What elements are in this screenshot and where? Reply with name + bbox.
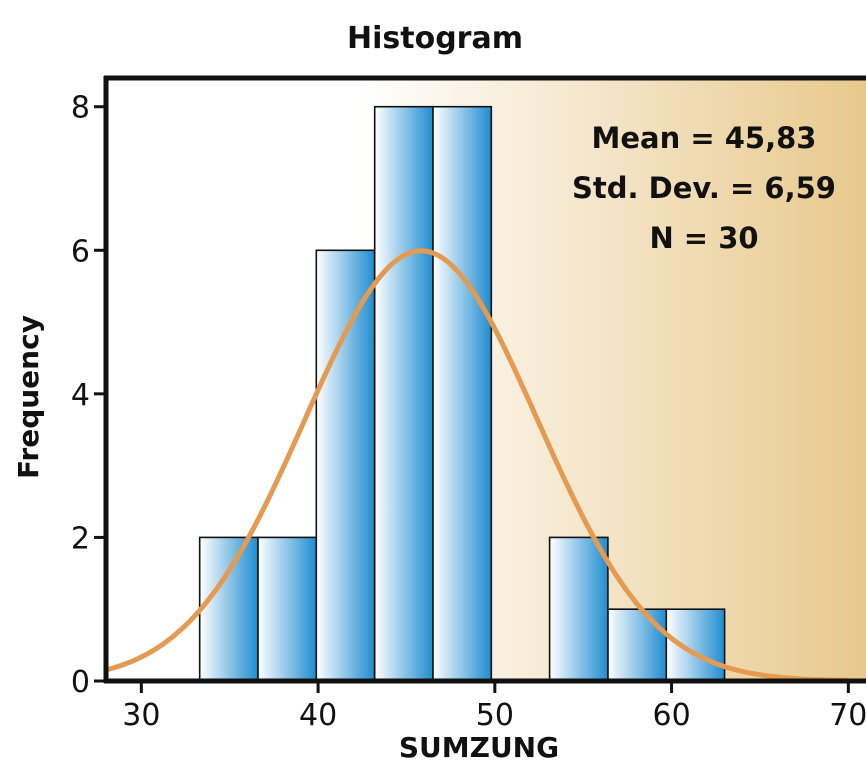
y-tick-label: 6 — [71, 234, 90, 269]
histogram-bar — [315, 249, 376, 682]
y-axis-ticks: 0 2 4 6 8 — [71, 91, 106, 700]
y-axis-title: Frequency — [12, 315, 45, 479]
normal-curve — [105, 248, 849, 683]
x-tick-label: 30 — [122, 698, 160, 733]
y-tick-label: 2 — [71, 521, 90, 556]
histogram-bar — [607, 608, 668, 682]
y-tick-label: 0 — [71, 665, 90, 700]
stat-n: N = 30 — [649, 221, 758, 255]
histogram-bar — [373, 105, 434, 682]
histogram-bar — [198, 536, 259, 682]
x-tick-label: 50 — [476, 698, 514, 733]
x-axis-ticks: 30 40 50 60 70 — [122, 681, 866, 733]
y-tick-label: 4 — [71, 378, 90, 413]
histogram-bar — [548, 536, 609, 682]
x-tick-label: 70 — [829, 698, 866, 733]
chart-title: Histogram — [347, 21, 523, 56]
x-axis-title: SUMZUNG — [399, 731, 559, 762]
histogram-bars — [198, 105, 726, 682]
histogram-bar — [432, 105, 493, 682]
stat-mean: Mean = 45,83 — [592, 121, 817, 155]
stat-std-dev: Std. Dev. = 6,59 — [572, 171, 836, 205]
y-tick-label: 8 — [71, 91, 90, 126]
x-tick-label: 40 — [299, 698, 337, 733]
x-tick-label: 60 — [652, 698, 690, 733]
histogram-bar — [257, 536, 318, 682]
histogram-bar — [665, 608, 726, 682]
